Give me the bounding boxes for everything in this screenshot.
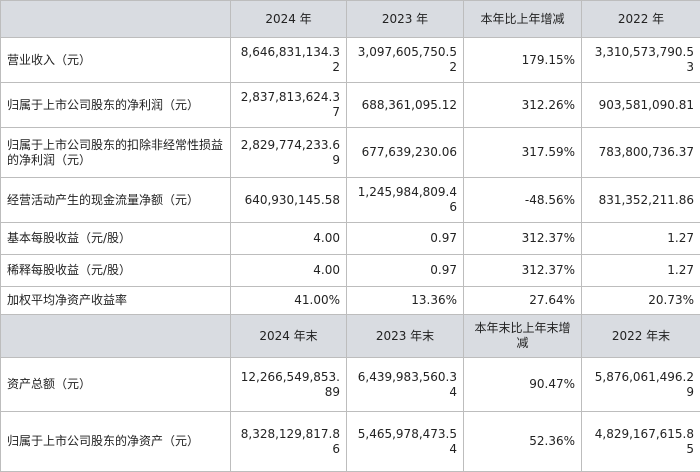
value-change: 27.64% bbox=[463, 286, 582, 315]
value-2022: 831,352,211.86 bbox=[581, 177, 700, 223]
value-2022: 20.73% bbox=[581, 286, 700, 315]
value-2022: 3,310,573,790.53 bbox=[581, 37, 700, 83]
value-2023: 0.97 bbox=[346, 254, 464, 287]
value-2022-end: 5,876,061,496.29 bbox=[581, 357, 700, 412]
value-change: -48.56% bbox=[463, 177, 582, 223]
row-label: 基本每股收益（元/股） bbox=[0, 222, 231, 255]
value-2023-end: 6,439,983,560.34 bbox=[346, 357, 464, 412]
value-change: 312.26% bbox=[463, 82, 582, 128]
header-cell-change: 本年比上年增减 bbox=[463, 0, 582, 38]
row-label: 营业收入（元） bbox=[0, 37, 231, 83]
value-2024-end: 8,328,129,817.86 bbox=[230, 411, 347, 472]
value-2022: 1.27 bbox=[581, 254, 700, 287]
section1-header-row: 2024 年 2023 年 本年比上年增减 2022 年 bbox=[0, 0, 700, 38]
value-2024: 4.00 bbox=[230, 254, 347, 287]
value-2024: 2,837,813,624.37 bbox=[230, 82, 347, 128]
table-row-total-assets: 资产总额（元） 12,266,549,853.89 6,439,983,560.… bbox=[0, 357, 700, 412]
header-cell-empty bbox=[0, 314, 231, 358]
header-cell-change-end: 本年末比上年末增减 bbox=[463, 314, 582, 358]
row-label: 加权平均净资产收益率 bbox=[0, 286, 231, 315]
header-cell-empty bbox=[0, 0, 231, 38]
table-row-net-profit: 归属于上市公司股东的净利润（元） 2,837,813,624.37 688,36… bbox=[0, 82, 700, 128]
value-change-end: 90.47% bbox=[463, 357, 582, 412]
value-2024: 2,829,774,233.69 bbox=[230, 127, 347, 178]
value-2022: 783,800,736.37 bbox=[581, 127, 700, 178]
value-2024-end: 12,266,549,853.89 bbox=[230, 357, 347, 412]
value-2022: 1.27 bbox=[581, 222, 700, 255]
value-change: 312.37% bbox=[463, 254, 582, 287]
row-label: 归属于上市公司股东的扣除非经常性损益的净利润（元） bbox=[0, 127, 231, 178]
value-change: 312.37% bbox=[463, 222, 582, 255]
value-2022-end: 4,829,167,615.85 bbox=[581, 411, 700, 472]
value-change: 317.59% bbox=[463, 127, 582, 178]
header-cell-2024-end: 2024 年末 bbox=[230, 314, 347, 358]
table-row-net-profit-excl: 归属于上市公司股东的扣除非经常性损益的净利润（元） 2,829,774,233.… bbox=[0, 127, 700, 178]
header-cell-2023: 2023 年 bbox=[346, 0, 464, 38]
value-2023: 3,097,605,750.52 bbox=[346, 37, 464, 83]
table-row-basic-eps: 基本每股收益（元/股） 4.00 0.97 312.37% 1.27 bbox=[0, 222, 700, 255]
header-cell-2024: 2024 年 bbox=[230, 0, 347, 38]
value-2022: 903,581,090.81 bbox=[581, 82, 700, 128]
table-row-revenue: 营业收入（元） 8,646,831,134.32 3,097,605,750.5… bbox=[0, 37, 700, 83]
value-2023: 0.97 bbox=[346, 222, 464, 255]
row-label: 稀释每股收益（元/股） bbox=[0, 254, 231, 287]
header-cell-2022-end: 2022 年末 bbox=[581, 314, 700, 358]
value-2024: 4.00 bbox=[230, 222, 347, 255]
value-2023: 1,245,984,809.46 bbox=[346, 177, 464, 223]
value-2024: 41.00% bbox=[230, 286, 347, 315]
table-row-diluted-eps: 稀释每股收益（元/股） 4.00 0.97 312.37% 1.27 bbox=[0, 254, 700, 287]
section2-header-row: 2024 年末 2023 年末 本年末比上年末增减 2022 年末 bbox=[0, 314, 700, 358]
value-change-end: 52.36% bbox=[463, 411, 582, 472]
header-cell-2022: 2022 年 bbox=[581, 0, 700, 38]
row-label: 归属于上市公司股东的净资产（元） bbox=[0, 411, 231, 472]
row-label: 经营活动产生的现金流量净额（元） bbox=[0, 177, 231, 223]
table-row-cash-flow: 经营活动产生的现金流量净额（元） 640,930,145.58 1,245,98… bbox=[0, 177, 700, 223]
value-2023: 677,639,230.06 bbox=[346, 127, 464, 178]
value-2024: 640,930,145.58 bbox=[230, 177, 347, 223]
value-2023: 13.36% bbox=[346, 286, 464, 315]
table-row-net-assets: 归属于上市公司股东的净资产（元） 8,328,129,817.86 5,465,… bbox=[0, 411, 700, 472]
value-2024: 8,646,831,134.32 bbox=[230, 37, 347, 83]
value-2023: 688,361,095.12 bbox=[346, 82, 464, 128]
value-2023-end: 5,465,978,473.54 bbox=[346, 411, 464, 472]
table-row-roe: 加权平均净资产收益率 41.00% 13.36% 27.64% 20.73% bbox=[0, 286, 700, 315]
row-label: 资产总额（元） bbox=[0, 357, 231, 412]
value-change: 179.15% bbox=[463, 37, 582, 83]
header-cell-2023-end: 2023 年末 bbox=[346, 314, 464, 358]
row-label: 归属于上市公司股东的净利润（元） bbox=[0, 82, 231, 128]
